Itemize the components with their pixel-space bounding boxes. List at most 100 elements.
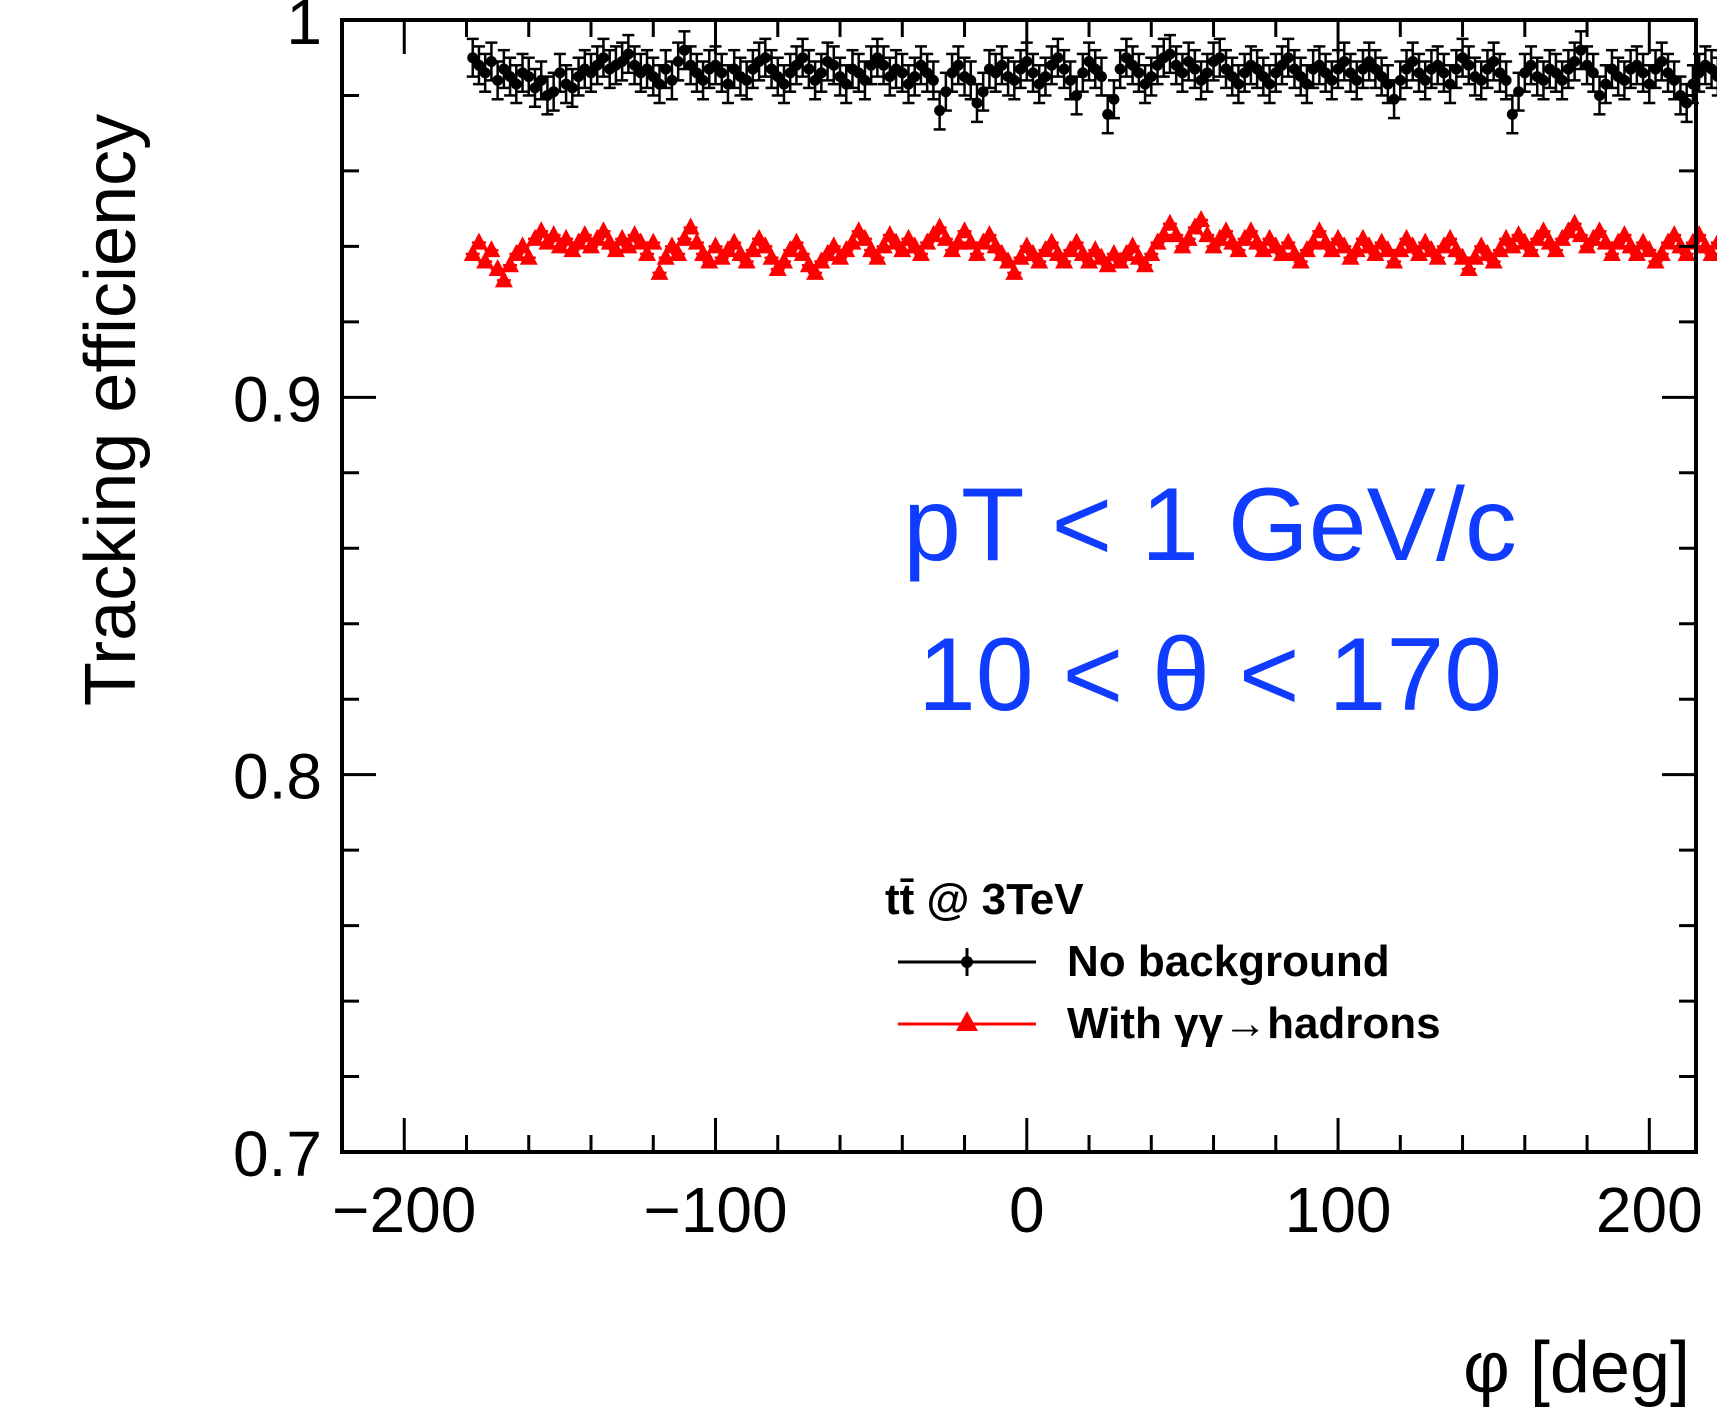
- data-point: [1712, 71, 1717, 83]
- plot-frame: [340, 18, 1698, 1154]
- data-point: [594, 221, 613, 239]
- data-point: [990, 67, 1002, 79]
- data-point: [1083, 56, 1095, 68]
- data-point: [716, 67, 728, 79]
- data-point: [467, 52, 479, 64]
- data-point: [936, 228, 955, 246]
- data-point: [961, 232, 980, 250]
- data-point: [1273, 243, 1292, 261]
- data-point: [1239, 67, 1251, 79]
- data-point: [1513, 86, 1525, 98]
- data-point: [1195, 74, 1207, 86]
- data-point: [737, 251, 756, 269]
- data-point: [687, 232, 706, 250]
- data-point: [591, 59, 603, 71]
- data-point: [485, 56, 497, 68]
- data-point: [980, 225, 999, 243]
- data-point: [1015, 63, 1027, 75]
- legend-label-with-background: With γγ→hadrons: [1067, 999, 1441, 1048]
- data-point: [766, 63, 778, 75]
- data-point: [921, 67, 933, 79]
- data-point: [1170, 59, 1182, 71]
- data-point: [1665, 225, 1684, 243]
- data-point: [1139, 78, 1151, 90]
- data-point: [1033, 78, 1045, 90]
- data-point: [1179, 228, 1198, 246]
- data-point: [1052, 52, 1064, 64]
- data-point: [868, 247, 887, 265]
- data-point: [865, 59, 877, 71]
- data-point: [672, 56, 684, 68]
- data-point: [1407, 56, 1419, 68]
- data-point: [473, 59, 485, 71]
- y-tick-label: 0.9: [233, 363, 322, 435]
- data-point: [1183, 56, 1195, 68]
- data-point: [1519, 67, 1531, 79]
- data-point: [1385, 251, 1404, 269]
- data-point: [691, 67, 703, 79]
- data-point: [529, 82, 541, 94]
- data-point: [669, 243, 688, 261]
- data-point: [1095, 71, 1107, 83]
- data-point: [476, 251, 495, 269]
- legend: tt̄ @ 3TeV No background With γγ→hadrons: [885, 875, 1441, 1048]
- data-point: [1220, 63, 1232, 75]
- data-point: [675, 228, 694, 246]
- data-point: [1264, 78, 1276, 90]
- data-point: [728, 63, 740, 75]
- data-point: [532, 221, 551, 239]
- data-point: [1484, 251, 1503, 269]
- data-point: [697, 74, 709, 86]
- data-point: [934, 105, 946, 117]
- data-point: [1201, 67, 1213, 79]
- x-tick-label: 0: [1009, 1174, 1045, 1246]
- data-point: [1618, 74, 1630, 86]
- data-point: [1550, 67, 1562, 79]
- data-point: [756, 236, 775, 254]
- x-tick-label: −200: [332, 1174, 476, 1246]
- data-point: [787, 232, 806, 250]
- data-point: [1650, 63, 1662, 75]
- data-point: [1276, 59, 1288, 71]
- data-point: [809, 74, 821, 86]
- data-point: [955, 221, 974, 239]
- data-point: [1457, 52, 1469, 64]
- data-point: [1681, 97, 1693, 109]
- data-point: [519, 247, 538, 265]
- data-point: [878, 59, 890, 71]
- data-point: [1662, 67, 1674, 79]
- data-point: [1005, 262, 1024, 280]
- data-point: [554, 67, 566, 79]
- data-point: [557, 228, 576, 246]
- data-point: [1154, 225, 1173, 243]
- data-point: [1652, 243, 1671, 261]
- data-point: [747, 63, 759, 75]
- data-point: [1279, 232, 1298, 250]
- data-point: [884, 71, 896, 83]
- series-no-background: [466, 30, 1717, 135]
- data-point: [544, 225, 563, 243]
- data-point: [1055, 251, 1074, 269]
- data-point: [1123, 236, 1142, 254]
- data-point: [1351, 74, 1363, 86]
- data-point: [774, 251, 793, 269]
- data-point: [710, 59, 722, 71]
- data-point: [706, 236, 725, 254]
- data-point: [946, 67, 958, 79]
- data-point: [1453, 247, 1472, 265]
- y-axis-title: Tracking efficiency: [71, 114, 151, 706]
- data-layer: [463, 30, 1717, 288]
- data-point: [1571, 225, 1590, 243]
- data-point: [1189, 63, 1201, 75]
- legend-label-no-background: No background: [1067, 937, 1390, 986]
- data-point: [1229, 240, 1248, 258]
- data-point: [896, 67, 908, 79]
- data-point: [1214, 52, 1226, 64]
- data-point: [566, 82, 578, 94]
- data-point: [1441, 228, 1460, 246]
- data-point: [504, 71, 516, 83]
- data-point: [815, 67, 827, 79]
- data-point: [575, 225, 594, 243]
- data-point: [638, 243, 657, 261]
- data-point: [597, 52, 609, 64]
